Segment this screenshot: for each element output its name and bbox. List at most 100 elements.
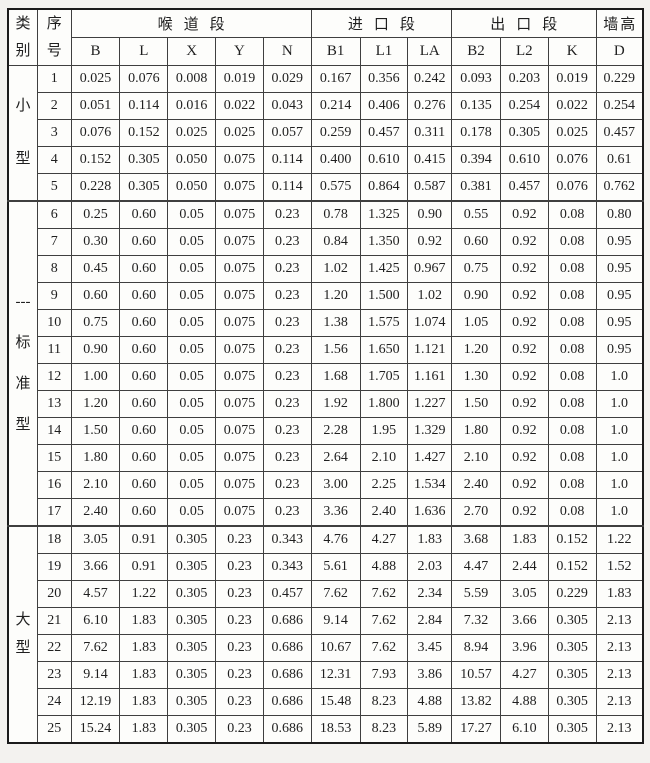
value-cell: 0.343 (262, 525, 312, 554)
value-cell: 8.23 (359, 688, 409, 716)
table-row: --- 标准型 6 0.25 0.60 0.05 0.075 0.23 0.78 1.325 0.9… (7, 200, 644, 527)
dimension-table: 类 别 序 号 喉道段 进口段 出口段 墙高 B L X Y N B1 L1 LA B2 L2 K D… (7, 8, 644, 744)
value-cell: 0.305 (167, 580, 217, 608)
value-cell: 0.305 (499, 119, 549, 147)
value-cell: 0.394 (451, 146, 501, 174)
value-cell: 15.24 (70, 715, 121, 744)
value-cell: 0.075 (215, 255, 264, 283)
value-cell: 0.025 (167, 119, 217, 147)
value-cell: 0.075 (215, 444, 264, 472)
value-cell: 0.051 (70, 92, 121, 120)
value-cell: 0.23 (262, 309, 312, 337)
value-cell: 0.043 (262, 92, 312, 120)
value-cell: 4.76 (310, 525, 361, 554)
value-cell: 1.52 (595, 553, 644, 581)
value-cell: 1.83 (119, 688, 169, 716)
value-cell: 0.60 (70, 282, 121, 310)
value-cell: 1.121 (407, 336, 453, 364)
column-header-la: LA (407, 37, 453, 66)
value-cell: 0.60 (119, 471, 169, 499)
value-cell: 1.02 (407, 282, 453, 310)
table-row: 24 12.19 1.83 0.305 0.23 0.686 15.48 8.23 4.88 13… (8, 688, 644, 716)
value-cell: 0.60 (119, 498, 169, 527)
value-cell: 6.10 (499, 715, 549, 744)
value-cell: 4.88 (499, 688, 549, 716)
value-cell: 1.074 (407, 309, 453, 337)
value-cell: 0.23 (215, 580, 264, 608)
value-cell: 0.92 (499, 363, 549, 391)
serial-cell: 3 (37, 119, 72, 147)
value-cell: 0.356 (359, 65, 409, 93)
value-cell: 0.864 (359, 173, 409, 202)
value-cell: 1.22 (595, 525, 644, 554)
value-cell: 0.08 (547, 417, 597, 445)
value-cell: 0.075 (215, 146, 264, 174)
value-cell: 1.38 (310, 309, 361, 337)
value-cell: 7.62 (359, 634, 409, 662)
value-cell: 1.20 (451, 336, 501, 364)
value-cell: 0.057 (262, 119, 312, 147)
column-header-n: N (262, 37, 312, 66)
value-cell: 0.305 (547, 688, 597, 716)
header-category-char: 别 (15, 42, 31, 59)
value-cell: 0.400 (310, 146, 361, 174)
value-cell: 1.80 (70, 444, 121, 472)
value-cell: 1.80 (451, 417, 501, 445)
value-cell: 0.45 (70, 255, 121, 283)
value-cell: 0.076 (70, 119, 121, 147)
value-cell: 0.23 (215, 661, 264, 689)
value-cell: 0.575 (310, 173, 361, 202)
value-cell: 0.05 (167, 309, 217, 337)
value-cell: 1.83 (119, 634, 169, 662)
value-cell: 0.05 (167, 444, 217, 472)
category-char: 型 (15, 151, 31, 167)
value-cell: 0.415 (407, 146, 453, 174)
value-cell: 1.500 (359, 282, 409, 310)
value-cell: 0.381 (451, 173, 501, 202)
value-cell: 0.78 (310, 200, 361, 229)
value-cell: 0.114 (262, 173, 312, 202)
value-cell: 4.57 (70, 580, 121, 608)
value-cell: 0.075 (215, 282, 264, 310)
value-cell: 2.28 (310, 417, 361, 445)
value-cell: 0.90 (451, 282, 501, 310)
value-cell: 10.57 (451, 661, 501, 689)
value-cell: 9.14 (310, 607, 361, 635)
value-cell: 0.075 (215, 498, 264, 527)
header-serial-char: 序 (46, 15, 62, 32)
value-cell: 0.135 (451, 92, 501, 120)
table-row: 25 15.24 1.83 0.305 0.23 0.686 18.53 8.23 5.89 17… (8, 715, 644, 744)
column-header-b1: B1 (310, 37, 361, 66)
value-cell: 3.36 (310, 498, 361, 527)
value-cell: 0.05 (167, 471, 217, 499)
value-cell: 0.08 (547, 363, 597, 391)
value-cell: 0.406 (359, 92, 409, 120)
value-cell: 1.161 (407, 363, 453, 391)
value-cell: 0.23 (215, 525, 264, 554)
serial-cell: 18 (37, 525, 72, 554)
table-row: 15 1.80 0.60 0.05 0.075 0.23 2.64 2.10 1.427 2.10… (8, 444, 644, 472)
value-cell: 0.05 (167, 255, 217, 283)
value-cell: 1.50 (70, 417, 121, 445)
value-cell: 10.67 (310, 634, 361, 662)
value-cell: 0.23 (262, 228, 312, 256)
value-cell: 0.08 (547, 444, 597, 472)
value-cell: 2.25 (359, 471, 409, 499)
table-row: 12 1.00 0.60 0.05 0.075 0.23 1.68 1.705 1.161 1.3… (8, 363, 644, 391)
header-serial-stack: 序 号 (38, 15, 70, 59)
value-cell: 0.610 (359, 146, 409, 174)
value-cell: 0.23 (262, 200, 312, 229)
value-cell: 0.08 (547, 471, 597, 499)
value-cell: 0.08 (547, 282, 597, 310)
value-cell: 0.075 (215, 363, 264, 391)
value-cell: 0.92 (499, 309, 549, 337)
value-cell: 0.259 (310, 119, 361, 147)
value-cell: 0.229 (595, 65, 644, 93)
header-serial-char: 号 (46, 42, 62, 59)
value-cell: 7.62 (359, 607, 409, 635)
value-cell: 2.84 (407, 607, 453, 635)
value-cell: 0.60 (451, 228, 501, 256)
serial-cell: 20 (37, 580, 72, 608)
value-cell: 0.022 (215, 92, 264, 120)
table-row: 大型 18 3.05 0.91 0.305 0.23 0.343 4.76 4.27 1.83 3.… (7, 525, 644, 744)
